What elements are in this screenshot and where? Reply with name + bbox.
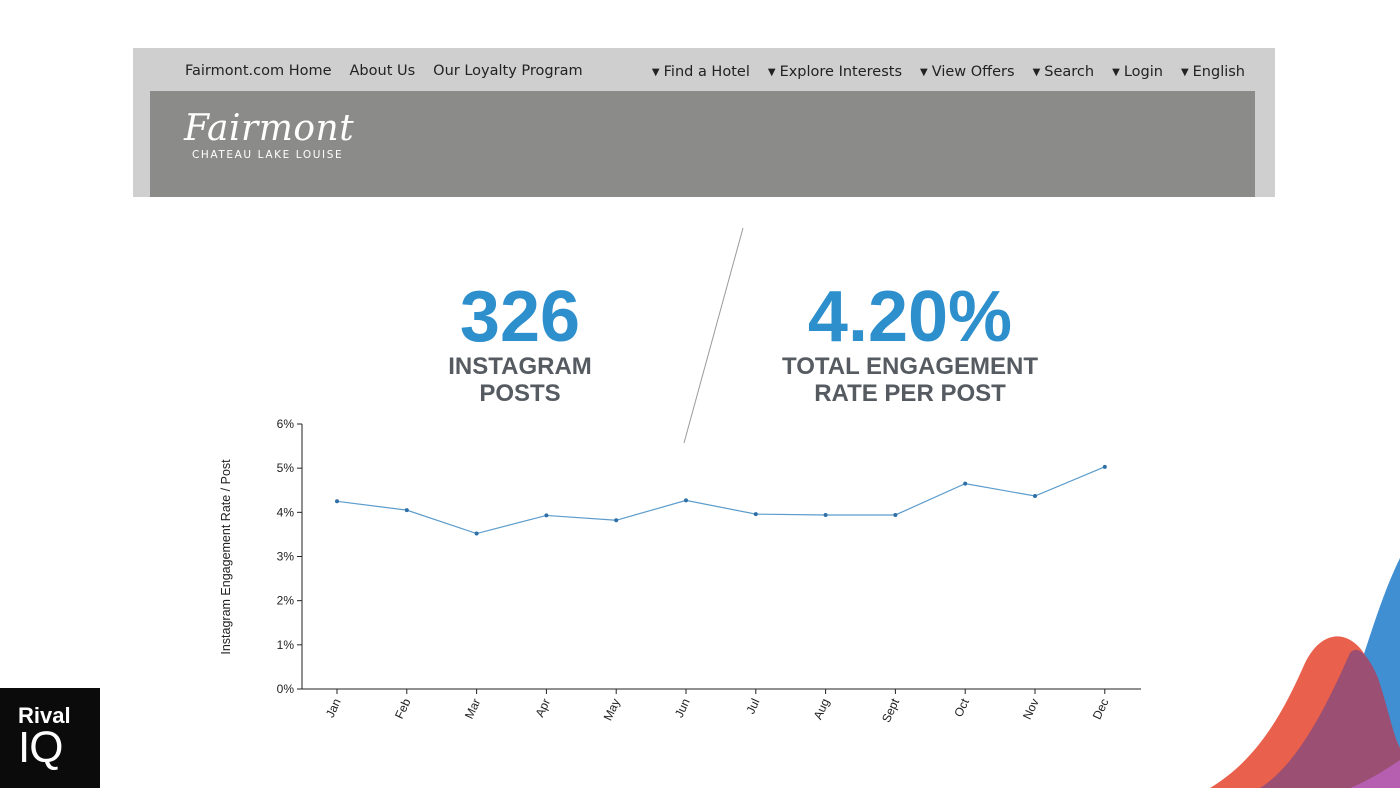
x-tick-label: May bbox=[601, 696, 623, 722]
logo-script-text: Fairmont bbox=[184, 108, 355, 149]
site-header-screenshot: Fairmont.com Home About Us Our Loyalty P… bbox=[133, 48, 1275, 197]
x-tick-label: Jul bbox=[743, 696, 762, 716]
data-point bbox=[684, 498, 688, 503]
x-tick-label: Feb bbox=[392, 696, 414, 721]
y-tick-label: 4% bbox=[277, 505, 295, 519]
posts-count: 326 bbox=[459, 277, 581, 357]
nav-search[interactable]: ▼ Search bbox=[1033, 64, 1095, 80]
x-tick-label: Sept bbox=[879, 696, 902, 725]
x-tick-label: Oct bbox=[951, 696, 972, 719]
nav-login[interactable]: ▼ Login bbox=[1112, 64, 1163, 80]
x-tick-label: Mar bbox=[462, 696, 483, 721]
dropdown-triangle-icon: ▼ bbox=[767, 66, 776, 78]
data-point bbox=[474, 531, 479, 536]
series-line bbox=[336, 466, 1106, 535]
y-axis-label: Instagram Engagement Rate / Post bbox=[219, 459, 233, 655]
x-tick-label: Jan bbox=[323, 696, 344, 719]
rival-iq-logo: Rival IQ bbox=[0, 688, 100, 788]
nav-language-label: English bbox=[1192, 64, 1245, 80]
y-tick-label: 1% bbox=[277, 638, 295, 652]
data-point bbox=[1033, 493, 1037, 498]
violet-wave-shape bbox=[1350, 760, 1400, 788]
data-point bbox=[893, 512, 898, 517]
nav-home-link[interactable]: Fairmont.com Home bbox=[185, 63, 332, 79]
data-point bbox=[404, 508, 409, 513]
nav-left: Fairmont.com Home About Us Our Loyalty P… bbox=[185, 63, 583, 79]
data-point bbox=[335, 499, 339, 504]
engagement-rate-value: 4.20% bbox=[807, 277, 1013, 357]
fairmont-logo[interactable]: Fairmont CHATEAU LAKE LOUISE bbox=[184, 108, 355, 179]
data-point bbox=[544, 513, 549, 518]
hotel-banner: Fairmont CHATEAU LAKE LOUISE bbox=[150, 91, 1255, 197]
x-tick-label: Aug bbox=[811, 696, 833, 721]
x-tick-label: Nov bbox=[1020, 696, 1042, 721]
data-point bbox=[1102, 464, 1107, 469]
rival-logo-iq: IQ bbox=[18, 723, 63, 772]
nav-offers-label: View Offers bbox=[931, 64, 1015, 80]
nav-explore-interests[interactable]: ▼ Explore Interests bbox=[768, 64, 902, 80]
stat-engagement-rate: 4.20% TOTAL ENGAGEMENT RATE PER POST bbox=[760, 281, 1060, 407]
nav-language[interactable]: ▼ English bbox=[1181, 64, 1245, 80]
nav-about-link[interactable]: About Us bbox=[349, 63, 416, 79]
nav-view-offers[interactable]: ▼ View Offers bbox=[920, 64, 1015, 80]
chart-marks bbox=[335, 464, 1107, 536]
nav-find-hotel[interactable]: ▼ Find a Hotel bbox=[652, 64, 750, 80]
top-nav: Fairmont.com Home About Us Our Loyalty P… bbox=[133, 48, 1275, 91]
logo-subtitle: CHATEAU LAKE LOUISE bbox=[192, 149, 344, 161]
y-tick-label: 0% bbox=[277, 682, 295, 696]
chart-axes: 0% 1% 2% 3% 4% 5% 6% Jan Feb Mar Apr May Jun Jul Aug Se… bbox=[277, 417, 1141, 725]
y-tick-label: 5% bbox=[277, 461, 295, 475]
posts-label-line2: POSTS bbox=[479, 380, 561, 407]
nav-right: ▼ Find a Hotel ▼ Explore Interests ▼ View O… bbox=[652, 64, 1245, 80]
y-tick-label: 3% bbox=[277, 550, 295, 564]
data-point bbox=[614, 518, 619, 523]
data-point bbox=[823, 512, 828, 517]
nav-find-hotel-label: Find a Hotel bbox=[663, 64, 750, 80]
rival-logo-word: Rival bbox=[18, 703, 71, 728]
dropdown-triangle-icon: ▼ bbox=[1112, 66, 1120, 78]
nav-loyalty-link[interactable]: Our Loyalty Program bbox=[433, 63, 583, 79]
y-tick-label: 6% bbox=[277, 417, 295, 431]
data-point bbox=[963, 481, 968, 486]
rate-label-line2: RATE PER POST bbox=[814, 380, 1006, 407]
decorative-corner-waves bbox=[1210, 558, 1400, 788]
x-tick-label: Jun bbox=[672, 696, 693, 719]
data-point bbox=[753, 512, 758, 517]
x-tick-label: Apr bbox=[533, 696, 554, 719]
posts-label-line1: INSTAGRAM bbox=[448, 353, 592, 380]
dropdown-triangle-icon: ▼ bbox=[1180, 66, 1189, 78]
stat-instagram-posts: 326 INSTAGRAM POSTS bbox=[410, 281, 630, 407]
dropdown-triangle-icon: ▼ bbox=[1032, 66, 1041, 78]
rate-label-line1: TOTAL ENGAGEMENT bbox=[781, 353, 1038, 380]
dropdown-triangle-icon: ▼ bbox=[651, 66, 660, 78]
dropdown-triangle-icon: ▼ bbox=[920, 66, 928, 78]
y-tick-label: 2% bbox=[277, 594, 295, 608]
nav-search-label: Search bbox=[1044, 64, 1095, 80]
x-tick-label: Dec bbox=[1090, 696, 1112, 721]
nav-login-label: Login bbox=[1123, 64, 1163, 80]
purple-wave-shape bbox=[1260, 649, 1400, 788]
nav-explore-label: Explore Interests bbox=[779, 64, 903, 80]
